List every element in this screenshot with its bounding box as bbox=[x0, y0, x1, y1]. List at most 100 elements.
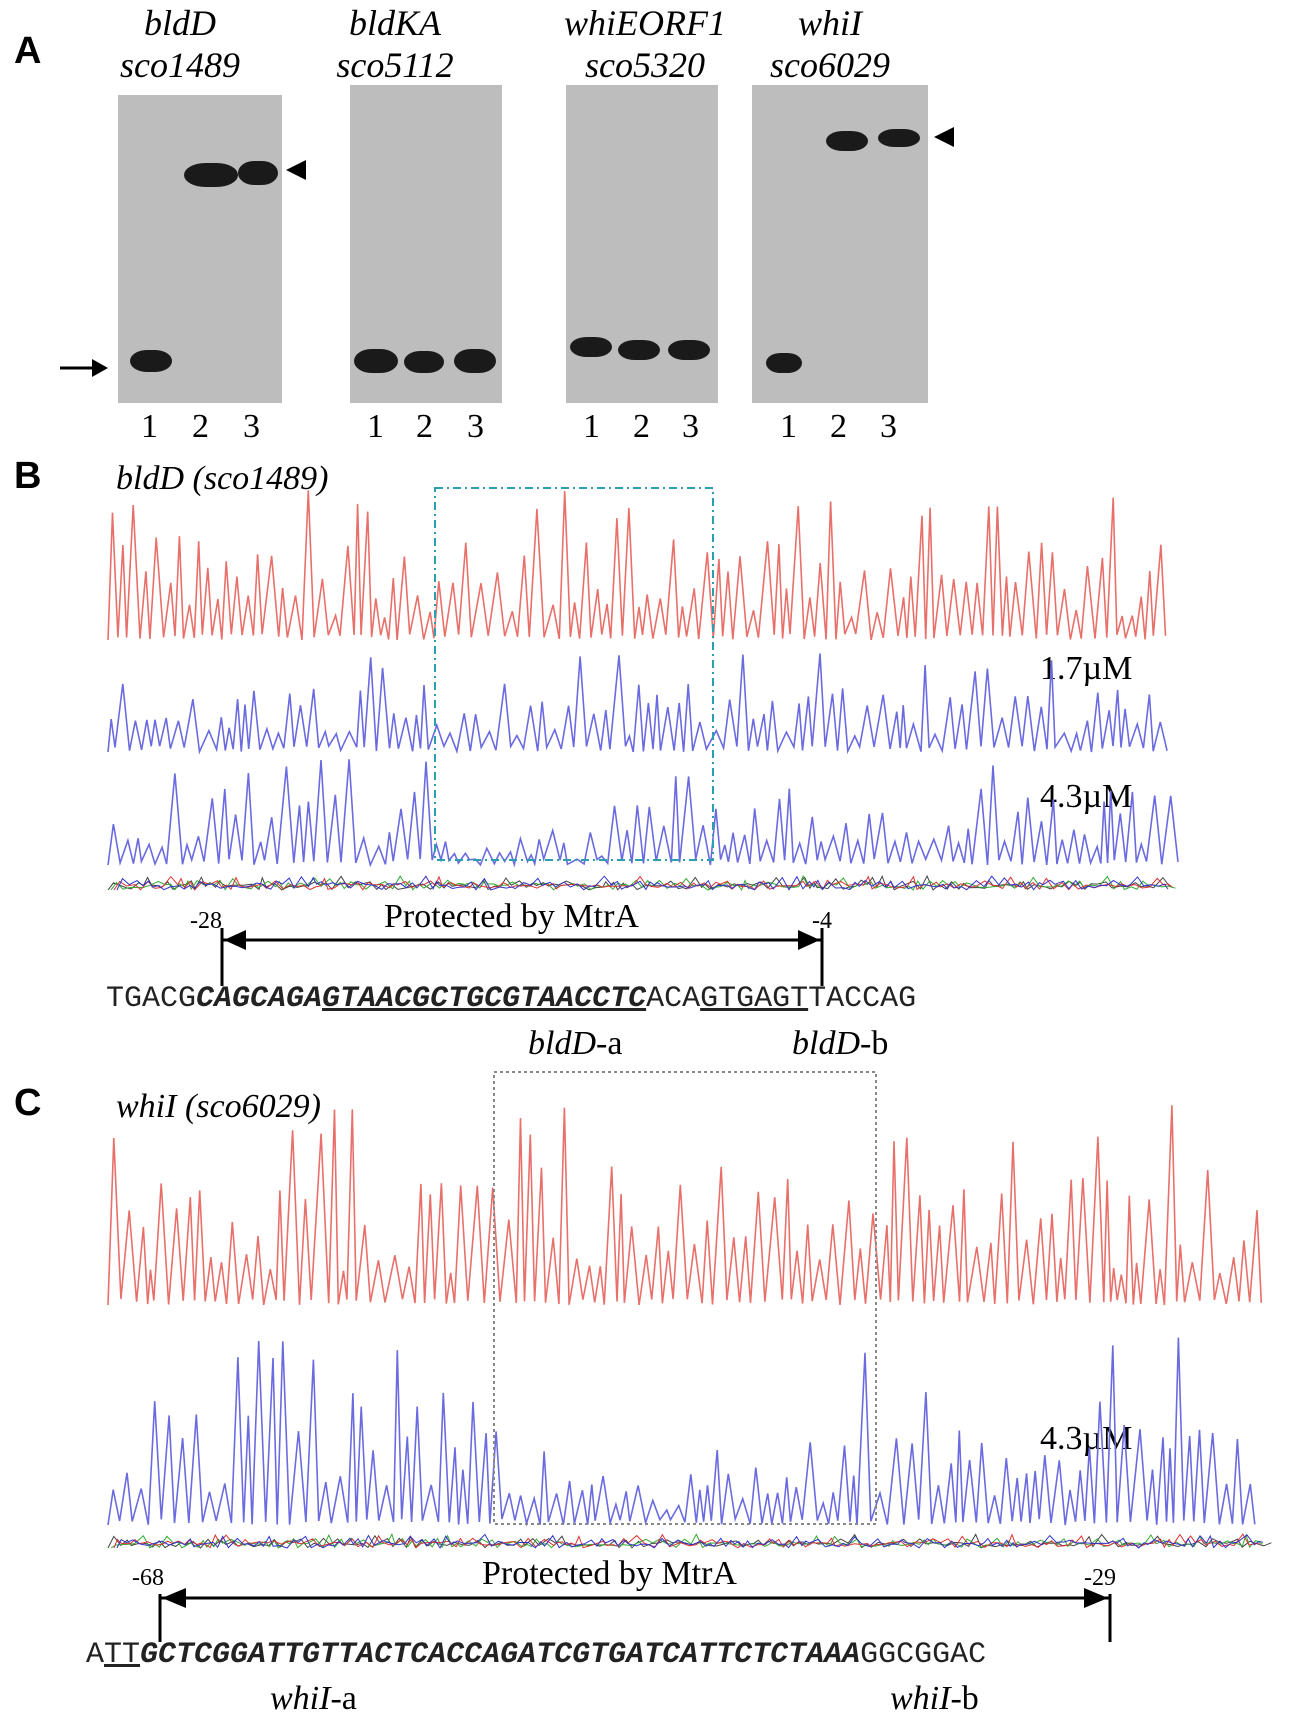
gel-band bbox=[454, 349, 496, 373]
lane-number: 1 bbox=[141, 408, 158, 445]
sequence-trace bbox=[116, 1533, 1264, 1550]
gel-band bbox=[354, 349, 398, 373]
protected-label: Protected by MtrA bbox=[384, 898, 639, 935]
free-probe-arrow bbox=[60, 359, 108, 377]
lane-number: 3 bbox=[682, 408, 699, 445]
lane-number: 1 bbox=[367, 408, 384, 445]
site-gene: whiI bbox=[890, 1680, 951, 1717]
gel-gene: whiEORF1 bbox=[564, 3, 726, 43]
position-start: -68 bbox=[132, 1565, 164, 1591]
site-suffix: -a bbox=[330, 1680, 357, 1717]
seq-protected: CAGCAGA bbox=[196, 982, 323, 1016]
position-end: -29 bbox=[1084, 1565, 1116, 1591]
gel-band bbox=[826, 131, 868, 151]
complex-arrowhead bbox=[286, 160, 306, 180]
site-suffix: -a bbox=[596, 1025, 623, 1062]
seq-plain: ACA bbox=[646, 982, 701, 1016]
protected-label: Protected by MtrA bbox=[482, 1555, 737, 1592]
lane-number: 1 bbox=[583, 408, 600, 445]
panel-a-letter: A bbox=[14, 30, 42, 72]
protein-trace-4-3um bbox=[107, 1337, 1256, 1527]
protein-trace-1-7um bbox=[107, 653, 1168, 755]
sequence-trace bbox=[113, 1533, 1261, 1549]
lane-number: 2 bbox=[192, 408, 209, 445]
concentration-label: 4.3µM bbox=[1040, 1420, 1133, 1457]
sequence-trace bbox=[116, 875, 1169, 891]
gel-band bbox=[668, 340, 710, 360]
gel-locus: sco6029 bbox=[770, 45, 890, 85]
gel-bldd bbox=[118, 95, 282, 403]
whii-electropherogram bbox=[107, 1105, 1272, 1550]
gel-gene: whiI bbox=[797, 3, 862, 43]
lane-number: 3 bbox=[243, 408, 260, 445]
concentration-label: 4.3µM bbox=[1040, 778, 1133, 815]
whii-sequence: ATTGCTCGGATTGTTACTCACCAGATCGTGATCATTCTCT… bbox=[86, 1638, 986, 1672]
site-label-bldd-a: bldD-a bbox=[528, 1025, 622, 1063]
gel-locus: sco5112 bbox=[336, 45, 454, 85]
gel-title-whieorf1: whiEORF1 sco5320 bbox=[540, 2, 750, 86]
panel-c-letter: C bbox=[14, 1082, 42, 1124]
position-end: -4 bbox=[812, 908, 832, 934]
site-suffix: -b bbox=[860, 1025, 889, 1062]
seq-site-a-start: TT bbox=[104, 1638, 141, 1672]
gene-name: bldD bbox=[116, 460, 184, 497]
gene-name: whiI bbox=[116, 1088, 177, 1125]
gel-gene: bldKA bbox=[348, 3, 441, 43]
gel-band bbox=[404, 351, 444, 373]
gel-band bbox=[766, 353, 802, 373]
bldd-sequence: TGACGCAGCAGAGTAACGCTGCGTAACCTCACAGTGAGTT… bbox=[106, 982, 916, 1016]
gel-title-bldd: bldD sco1489 bbox=[100, 2, 260, 86]
gel-gene: bldD bbox=[144, 3, 216, 43]
site-gene: bldD bbox=[792, 1025, 860, 1062]
protected-region-box bbox=[493, 1071, 877, 1525]
lane-number: 3 bbox=[467, 408, 484, 445]
protected-region-box bbox=[434, 487, 714, 861]
gel-title-whii: whiI sco6029 bbox=[750, 2, 910, 86]
panel-b-gene-label: bldD (sco1489) bbox=[116, 460, 328, 498]
bldd-electropherogram bbox=[107, 490, 1179, 891]
protection-bracket bbox=[158, 1588, 1112, 1642]
gel-locus: sco1489 bbox=[120, 45, 240, 85]
site-gene: bldD bbox=[528, 1025, 596, 1062]
complex-arrowhead bbox=[934, 127, 954, 147]
gel-title-bldka: bldKA sco5112 bbox=[310, 2, 480, 86]
panel-c-gene-label: whiI (sco6029) bbox=[116, 1088, 321, 1126]
lane-number: 2 bbox=[830, 408, 847, 445]
gel-band bbox=[238, 161, 278, 185]
panel-b-letter: B bbox=[14, 455, 42, 497]
lane-number: 1 bbox=[780, 408, 797, 445]
protection-bracket bbox=[220, 928, 824, 986]
site-suffix: -b bbox=[950, 1680, 979, 1717]
site-label-whii-a: whiI-a bbox=[270, 1680, 357, 1718]
seq-plain: A bbox=[86, 1638, 105, 1672]
seq-plain: TACCAG bbox=[808, 982, 917, 1016]
site-label-bldd-b: bldD-b bbox=[792, 1025, 888, 1063]
seq-protected-site-a: GTAACGCTGCGTAACCTC bbox=[322, 982, 647, 1016]
position-start: -28 bbox=[190, 908, 222, 934]
sequence-trace bbox=[110, 874, 1176, 891]
gel-band bbox=[618, 340, 660, 360]
concentration-label: 1.7µM bbox=[1040, 650, 1133, 687]
gel-band bbox=[570, 337, 612, 357]
sequence-trace bbox=[110, 1533, 1263, 1549]
site-gene: whiI bbox=[270, 1680, 331, 1717]
gel-whii bbox=[752, 85, 928, 403]
gel-bldka bbox=[350, 85, 502, 403]
seq-plain: TGACG bbox=[106, 982, 197, 1016]
gel-band bbox=[130, 350, 172, 372]
protein-trace-4-3um bbox=[107, 759, 1179, 868]
locus-name: (sco1489) bbox=[192, 460, 329, 497]
gel-band bbox=[184, 163, 238, 187]
locus-name: (sco6029) bbox=[184, 1088, 321, 1125]
control-trace bbox=[107, 1105, 1263, 1306]
site-label-whii-b: whiI-b bbox=[890, 1680, 979, 1718]
gel-locus: sco5320 bbox=[585, 45, 705, 85]
lane-number: 2 bbox=[633, 408, 650, 445]
seq-plain: GGCGGAC bbox=[860, 1638, 987, 1672]
control-trace bbox=[107, 490, 1167, 641]
seq-protected: GCTCGGATTGTTACTCACCAGATCGTGATCATTCTCTAAA bbox=[140, 1638, 861, 1672]
lane-number: 3 bbox=[880, 408, 897, 445]
lane-number: 2 bbox=[416, 408, 433, 445]
gel-band bbox=[878, 129, 920, 147]
